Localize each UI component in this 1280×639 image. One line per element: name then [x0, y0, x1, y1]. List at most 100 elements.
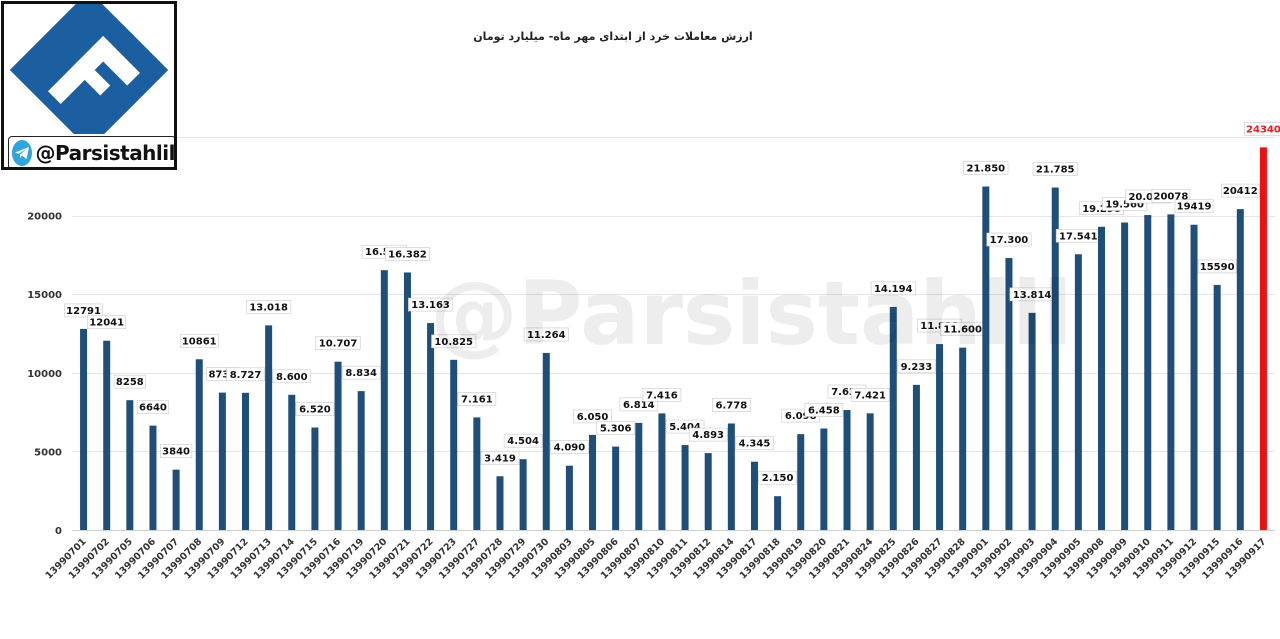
bar	[727, 423, 735, 530]
data-label: 5.404	[669, 422, 701, 433]
brand-logo-icon	[9, 4, 169, 134]
data-label-box	[1220, 183, 1260, 198]
data-label: 10861	[182, 336, 217, 347]
data-label-box	[758, 470, 797, 485]
data-label: 4.090	[554, 443, 586, 454]
bar	[1167, 214, 1175, 530]
bar	[1190, 224, 1198, 530]
data-label-box	[573, 409, 612, 424]
bar	[820, 428, 828, 530]
data-label: 16.527	[365, 247, 404, 258]
data-label: 8739	[208, 370, 236, 381]
bar	[265, 325, 273, 530]
data-label: 3.419	[484, 453, 516, 464]
data-label-box	[480, 450, 520, 465]
bar	[589, 434, 597, 530]
y-tick-label: 20000	[27, 212, 62, 223]
bar	[519, 459, 527, 530]
data-label-box	[596, 421, 635, 435]
data-label-box	[179, 333, 219, 348]
data-label: 15590	[1200, 262, 1235, 273]
data-label: 4.504	[507, 436, 539, 447]
bar	[450, 359, 458, 530]
data-label: 9.233	[901, 362, 933, 373]
data-label: 6.520	[299, 405, 331, 416]
bar	[542, 352, 550, 530]
bar	[889, 306, 897, 530]
data-label-box	[384, 247, 430, 261]
data-label: 19.560	[1105, 200, 1144, 211]
bar	[473, 417, 481, 530]
data-label-box	[87, 315, 127, 330]
logo: @Parsistahlil	[1, 1, 177, 170]
data-label: 13.018	[249, 302, 288, 313]
data-label-box	[712, 398, 751, 412]
data-label-box	[870, 281, 916, 296]
x-axis-labels: 1399070113990702139907051399070613990707…	[44, 536, 1269, 581]
bar	[912, 384, 920, 530]
data-label: 17.541	[1059, 231, 1098, 242]
data-label-box	[272, 369, 312, 384]
data-label: 20078	[1153, 191, 1188, 202]
bar	[1121, 222, 1129, 531]
data-label: 5.306	[600, 424, 632, 435]
bar	[774, 496, 782, 530]
data-label: 2.150	[762, 473, 794, 484]
data-label-box	[226, 367, 265, 382]
gridlines	[72, 137, 1275, 531]
bar	[982, 186, 990, 530]
data-label-box	[963, 161, 1009, 175]
data-label: 8.834	[345, 368, 377, 379]
data-label: 17.300	[990, 235, 1029, 246]
data-label-box	[1197, 259, 1237, 274]
data-label-box	[315, 336, 361, 350]
data-label-box	[113, 374, 146, 389]
data-label: 6640	[139, 403, 167, 414]
data-label-box	[160, 444, 193, 458]
y-tick-label: 10000	[27, 369, 62, 380]
y-tick-label: 5000	[34, 447, 62, 458]
data-label-box	[850, 388, 890, 402]
bar	[1074, 254, 1082, 530]
data-label: 19.290	[1082, 204, 1121, 215]
bar	[334, 361, 342, 530]
chart-title: ارزش معاملات خرد از ابتدای مهر ماه- میلی…	[473, 30, 752, 43]
data-label: 24340	[1246, 124, 1280, 135]
bar	[242, 392, 250, 530]
data-label-box	[341, 365, 381, 380]
data-label: 12791	[66, 306, 101, 317]
bar	[1213, 284, 1221, 530]
data-label: 6.778	[716, 400, 748, 411]
bar	[357, 391, 365, 530]
bar	[612, 446, 620, 530]
data-label-box	[735, 436, 774, 450]
handle-text: @Parsistahlil	[35, 141, 175, 165]
data-label: 16.382	[388, 249, 427, 260]
bar	[843, 410, 851, 530]
data-label: 19419	[1177, 202, 1212, 213]
bar	[704, 453, 712, 530]
data-label: 4.893	[692, 430, 724, 441]
data-label: 6.098	[785, 411, 817, 422]
bar	[1028, 312, 1036, 530]
data-label: 7.161	[461, 394, 493, 405]
data-label-box	[1151, 189, 1191, 203]
data-label-box	[408, 297, 454, 312]
data-label: 20.036	[1128, 192, 1167, 203]
data-label: 21.850	[967, 164, 1006, 175]
bar	[1051, 187, 1059, 530]
data-label: 7.421	[854, 390, 886, 401]
bar	[427, 323, 435, 530]
bar	[1259, 147, 1267, 531]
bar	[635, 422, 643, 530]
bar	[496, 476, 504, 530]
data-label: 4.345	[739, 439, 771, 450]
bar	[311, 427, 319, 530]
data-label: 14.194	[874, 284, 913, 295]
y-tick-label: 0	[55, 526, 62, 537]
y-axis: 0 5000 10000 15000 20000	[27, 212, 62, 537]
bar	[681, 445, 689, 530]
telegram-handle: @Parsistahlil	[8, 136, 175, 167]
bar	[797, 434, 805, 530]
